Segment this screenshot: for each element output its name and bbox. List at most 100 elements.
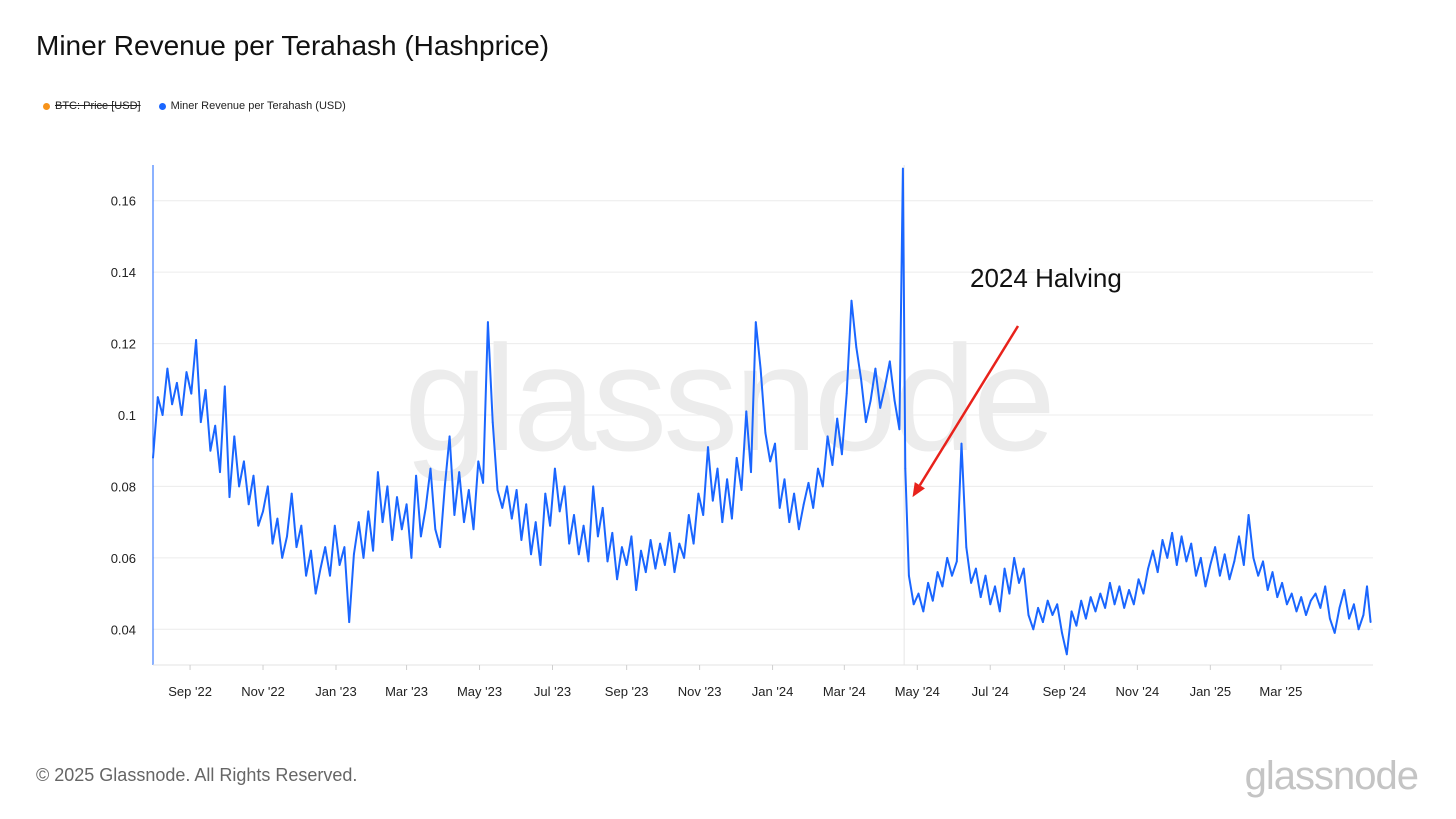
data-point <box>640 549 642 552</box>
data-point <box>1271 571 1274 573</box>
data-point <box>721 521 724 523</box>
chart-legend: BTC: Price [USD] Miner Revenue per Terah… <box>43 100 346 112</box>
data-point <box>520 539 523 541</box>
chart-title: Miner Revenue per Terahash (Hashprice) <box>36 30 550 61</box>
data-point <box>1175 564 1178 566</box>
data-point <box>180 414 183 416</box>
data-point <box>448 435 451 438</box>
annotation-arrow-head <box>912 482 925 498</box>
data-point <box>257 524 260 527</box>
data-point <box>300 524 303 527</box>
y-tick-label: 0.06 <box>111 551 136 566</box>
data-point <box>1132 603 1135 606</box>
data-point <box>161 414 164 416</box>
data-point <box>1061 632 1063 634</box>
data-point <box>329 574 331 577</box>
data-point <box>176 382 178 384</box>
data-point <box>606 560 609 563</box>
data-point <box>1223 553 1226 556</box>
data-point <box>659 542 661 545</box>
data-point <box>319 567 322 570</box>
data-point <box>998 610 1001 613</box>
data-point <box>1065 653 1068 656</box>
data-point <box>1238 535 1240 538</box>
data-point <box>1032 628 1035 631</box>
legend-label-hashprice: Miner Revenue per Terahash (USD) <box>170 100 346 112</box>
data-point <box>286 535 288 538</box>
data-point <box>931 599 934 602</box>
data-point <box>802 503 805 506</box>
data-point <box>1137 578 1140 581</box>
data-point <box>1338 607 1341 609</box>
data-point <box>1185 560 1188 563</box>
data-point <box>817 467 819 470</box>
data-point <box>716 467 719 470</box>
data-point <box>630 535 633 538</box>
data-point <box>754 321 757 323</box>
data-point <box>587 560 590 563</box>
data-point <box>1104 607 1106 609</box>
data-point <box>884 385 886 388</box>
data-point <box>434 528 437 531</box>
data-point <box>491 421 494 423</box>
data-point <box>1118 585 1121 588</box>
y-axis-ticks: 0.04 0.06 0.08 0.1 0.12 0.14 0.16 <box>111 194 136 638</box>
data-point <box>1199 557 1202 559</box>
data-point <box>1214 546 1216 548</box>
y-tick-label: 0.16 <box>111 194 136 209</box>
legend-dot-hashprice <box>158 102 166 110</box>
legend-item-btc-price[interactable]: BTC: Price [USD] <box>43 100 141 112</box>
data-point <box>798 528 800 531</box>
data-point <box>1190 542 1193 545</box>
data-point <box>1142 592 1145 595</box>
data-point <box>1262 560 1264 563</box>
data-point <box>902 167 904 170</box>
data-point <box>879 407 882 409</box>
data-point <box>515 489 518 491</box>
data-point <box>769 460 772 463</box>
data-point <box>1309 599 1312 602</box>
data-point <box>965 546 968 548</box>
data-point <box>1046 599 1049 602</box>
legend-item-hashprice[interactable]: Miner Revenue per Terahash (USD) <box>158 100 346 112</box>
data-point <box>673 571 676 573</box>
data-point <box>1209 564 1212 566</box>
data-point <box>381 521 384 523</box>
x-tick-label: Sep '22 <box>168 684 212 699</box>
data-point <box>549 524 551 527</box>
data-point <box>429 467 432 470</box>
data-point <box>1042 621 1044 623</box>
data-point <box>410 557 413 559</box>
data-point <box>1266 589 1269 591</box>
data-point <box>1128 589 1130 591</box>
x-tick-label: Mar '23 <box>385 684 428 699</box>
data-point <box>386 485 389 488</box>
data-point <box>1109 582 1111 584</box>
data-point <box>912 603 915 606</box>
data-point <box>453 514 456 516</box>
data-point <box>865 421 867 423</box>
data-point <box>252 474 255 477</box>
data-point <box>1295 610 1298 613</box>
data-point <box>1257 574 1260 577</box>
data-point <box>247 503 250 506</box>
data-point <box>917 592 920 595</box>
data-point <box>1369 621 1372 623</box>
data-point <box>391 539 394 541</box>
data-point <box>295 546 298 548</box>
data-point <box>788 521 791 523</box>
data-point <box>396 496 398 498</box>
data-point <box>635 589 638 591</box>
data-point <box>530 553 532 556</box>
data-point <box>510 517 513 520</box>
grid-lines <box>153 200 1373 630</box>
data-point <box>984 574 987 577</box>
data-point <box>908 574 910 577</box>
data-point <box>759 367 762 370</box>
data-point <box>979 596 982 598</box>
brand-logo: glassnode <box>1244 754 1419 798</box>
data-point <box>936 571 939 573</box>
y-tick-label: 0.14 <box>111 265 136 280</box>
data-point <box>204 389 207 391</box>
